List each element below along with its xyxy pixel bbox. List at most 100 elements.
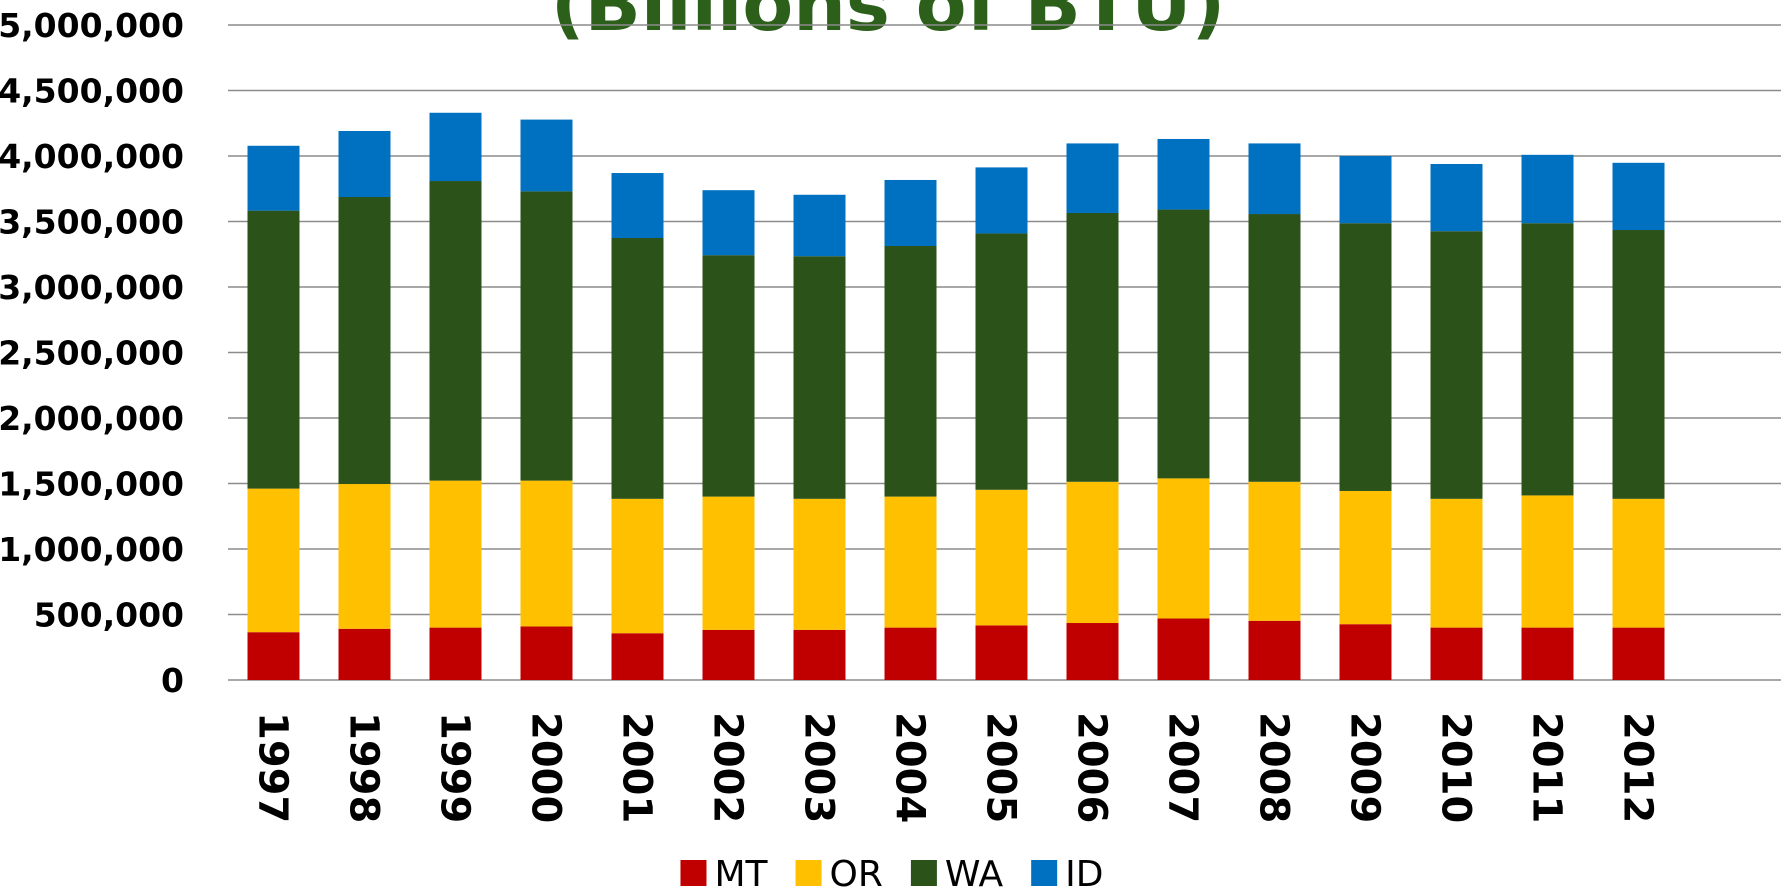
bar-segment [1521, 627, 1574, 680]
bar-segment [1521, 495, 1574, 628]
bar-segment [1157, 209, 1210, 479]
x-tick-label: 2005 [978, 712, 1024, 823]
bar-segment [247, 488, 300, 633]
bar-segment [1339, 223, 1392, 491]
bar-segment [338, 197, 391, 485]
y-tick-label: 2,500,000 [0, 334, 184, 373]
bar-segment [247, 632, 300, 680]
y-tick-label: 2,000,000 [0, 399, 184, 438]
bar-segment [338, 130, 391, 198]
y-tick-label: 1,500,000 [0, 465, 184, 504]
bar-segment [884, 179, 937, 246]
bar-segment [1066, 481, 1119, 624]
bar-segment [1612, 162, 1665, 231]
bar-segment [1066, 212, 1119, 482]
x-tick-label: 2002 [705, 712, 751, 823]
y-tick-label: 500,000 [34, 596, 184, 635]
y-tick-label: 3,000,000 [0, 268, 184, 307]
bar-segment [975, 489, 1028, 626]
legend-swatch [680, 860, 707, 886]
bar-segment [702, 629, 755, 680]
legend-label: MT [714, 854, 768, 893]
bar-segment [702, 190, 755, 256]
x-tick-label: 1998 [341, 712, 387, 823]
y-tick-label: 4,000,000 [0, 137, 184, 176]
bar-segment [793, 194, 846, 257]
bar-segment [1430, 627, 1483, 680]
bar-segment [429, 112, 482, 182]
bar-segment [247, 145, 300, 211]
bar-segment [338, 628, 391, 680]
bar-segment [520, 626, 573, 680]
bar-segment [1339, 156, 1392, 224]
legend-label: OR [830, 854, 883, 893]
bar-segment [975, 625, 1028, 680]
bar-segment [884, 496, 937, 628]
bar-segment [793, 498, 846, 630]
x-tick-label: 2004 [887, 712, 933, 823]
bar-segment [1339, 624, 1392, 680]
bar-segment [247, 210, 300, 489]
bar-segment [1612, 627, 1665, 680]
legend-swatch [1031, 860, 1058, 886]
x-tick-label: 2000 [523, 712, 569, 823]
bar-segment [1612, 498, 1665, 628]
bar-segment [884, 245, 937, 497]
legend-swatch [795, 860, 822, 886]
bar-segment [702, 255, 755, 497]
bar-segment [793, 629, 846, 680]
x-tick-label: 1999 [432, 712, 478, 823]
bar-segment [1248, 620, 1301, 680]
x-tick-label: 2007 [1160, 712, 1206, 823]
bar-segment [1430, 163, 1483, 232]
x-tick-label: 2011 [1524, 712, 1570, 823]
x-tick-label: 2001 [614, 712, 660, 823]
bar-segment [884, 627, 937, 680]
bar-segment [338, 484, 391, 629]
bar-segment [1612, 230, 1665, 499]
legend-label: ID [1065, 854, 1103, 893]
bar-segment [975, 233, 1028, 490]
bar-segment [1248, 143, 1301, 215]
bar-segment [611, 173, 664, 239]
y-tick-label: 4,500,000 [0, 72, 184, 111]
bar-segment [520, 119, 573, 192]
bar-segment [611, 498, 664, 634]
x-tick-label: 2009 [1342, 712, 1388, 823]
bar-segment [1521, 223, 1574, 496]
bar-segment [1521, 154, 1574, 224]
bar-segment [1157, 618, 1210, 680]
bar-segment [1157, 138, 1210, 210]
bar-segment [1339, 490, 1392, 625]
y-tick-label: 0 [161, 661, 184, 700]
x-tick-label: 1997 [250, 712, 296, 823]
bar-segment [702, 496, 755, 630]
bar-segment [520, 191, 573, 481]
x-tick-label: 2003 [796, 712, 842, 823]
x-tick-label: 2010 [1433, 712, 1479, 823]
y-tick-label: 1,000,000 [0, 530, 184, 569]
bar-segment [793, 256, 846, 499]
x-tick-label: 2008 [1251, 712, 1297, 823]
bar-segment [975, 167, 1028, 234]
bar-segment [611, 238, 664, 499]
bar-segment [429, 627, 482, 680]
x-tick-label: 2006 [1069, 712, 1115, 823]
bar-segment [1430, 231, 1483, 499]
bar-segment [1066, 623, 1119, 680]
bar-segment [1248, 214, 1301, 482]
x-tick-label: 2012 [1615, 712, 1661, 823]
bar-segment [429, 181, 482, 481]
bar-segment [429, 480, 482, 628]
bar-segment [1430, 498, 1483, 628]
y-tick-label: 3,500,000 [0, 203, 184, 242]
bar-segment [520, 480, 573, 627]
legend-swatch [910, 860, 937, 886]
legend-label: WA [945, 854, 1004, 893]
bar-segment [1066, 143, 1119, 213]
chart-title: (Billions of BTU) [551, 0, 1226, 48]
bar-segment [1248, 481, 1301, 621]
bar-segment [1157, 478, 1210, 619]
y-tick-label: 5,000,000 [0, 6, 184, 45]
